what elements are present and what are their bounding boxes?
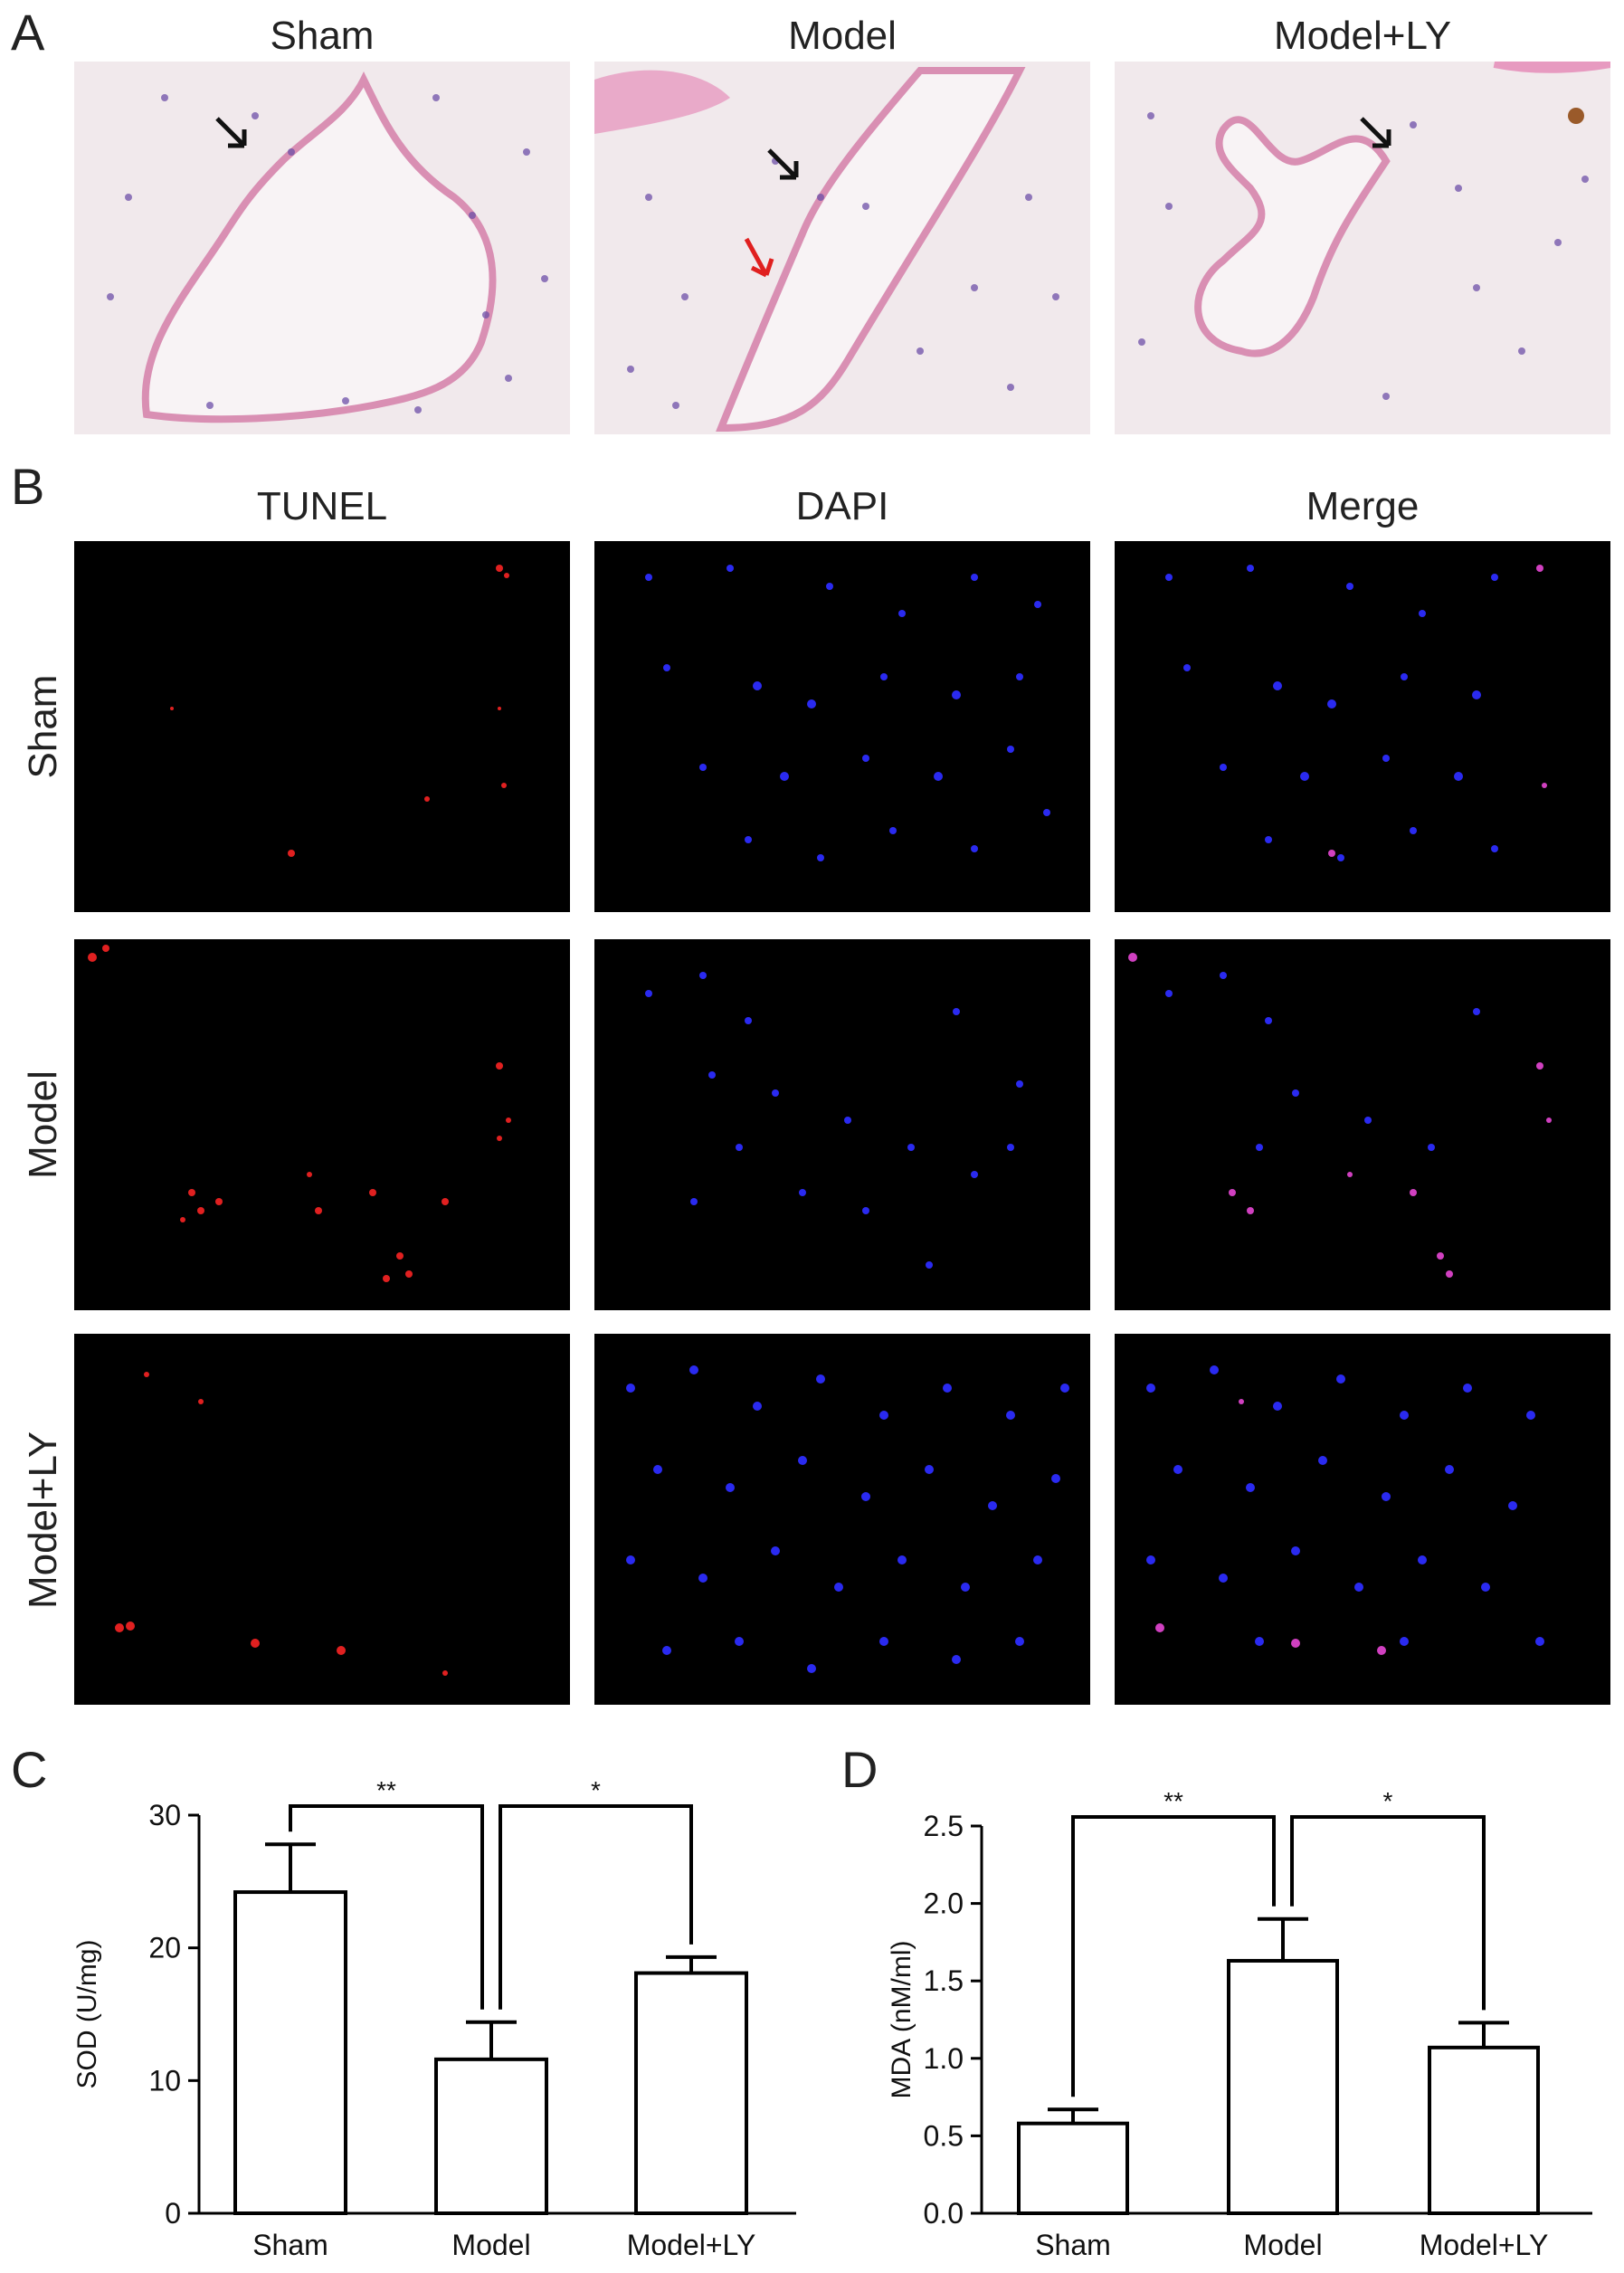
he-column-title-model-ly: Model+LY: [1273, 14, 1452, 58]
y-tick-label: 0.0: [924, 2197, 964, 2230]
significance-label: **: [376, 1776, 396, 1804]
he-column-title-sham: Sham: [270, 14, 375, 58]
significance-bracket: [1290, 1815, 1486, 2011]
x-tick-label: Sham: [252, 2229, 328, 2261]
significance-bracket: [1071, 1815, 1276, 2097]
merge-image-sham: [1115, 541, 1610, 912]
bar: [434, 2057, 548, 2215]
tunel-column-title: TUNEL: [256, 484, 388, 528]
he-column-title-model: Model: [788, 14, 897, 58]
y-tick-label: 2.0: [924, 1888, 964, 1920]
significance-label: *: [1383, 1787, 1393, 1815]
panel-label-a: A: [11, 4, 45, 61]
y-tick-label: 20: [148, 1932, 181, 1964]
x-tick-label: Sham: [1035, 2229, 1111, 2261]
merge-image-model-ly: [1115, 1334, 1610, 1705]
he-image-model: [594, 62, 1090, 434]
tunel-image-sham: [74, 541, 570, 912]
y-tick-label: 0: [165, 2197, 181, 2230]
merge-image-model: [1115, 939, 1610, 1310]
he-image-model-ly: [1115, 62, 1610, 434]
significance-bracket: [499, 1804, 693, 2010]
y-axis-label: MDA (nM/ml): [887, 1941, 916, 2099]
panel-label-c: C: [11, 1741, 48, 1798]
y-tick-label: 0.5: [924, 2119, 964, 2152]
bar: [1017, 2121, 1129, 2216]
he-image-sham: [74, 62, 570, 434]
red-arrow-icon: [744, 237, 774, 278]
row-title-sham: Sham: [21, 674, 65, 779]
dapi-image-model-ly: [594, 1334, 1090, 1705]
black-arrow-icon: [215, 117, 247, 148]
bar: [1227, 1958, 1339, 2215]
bar: [634, 1971, 748, 2216]
y-tick-label: 1.5: [924, 1964, 964, 1997]
dapi-column-title: DAPI: [795, 484, 889, 528]
y-tick-label: 10: [148, 2064, 181, 2097]
panel-label-b: B: [11, 458, 45, 515]
tunel-image-model: [74, 939, 570, 1310]
row-title-model: Model: [21, 1070, 65, 1179]
significance-label: **: [1163, 1787, 1183, 1815]
x-tick-label: Model: [1243, 2229, 1322, 2261]
x-tick-label: Model+LY: [627, 2229, 756, 2261]
dapi-image-model: [594, 939, 1090, 1310]
bar: [1428, 2045, 1540, 2216]
y-tick-label: 30: [148, 1799, 181, 1831]
significance-bracket: [289, 1804, 484, 2010]
bar: [233, 1890, 347, 2215]
panel-label-d: D: [841, 1741, 878, 1798]
y-tick-label: 2.5: [924, 1810, 964, 1842]
y-axis-label: SOD (U/mg): [72, 1940, 102, 2089]
mda-bar-chart: 0.0 0.5 1.0 1.5 2.0 2.5 MDA (nM/ml) Sham Model Mo…: [887, 1787, 1592, 2261]
black-arrow-icon: [1360, 117, 1391, 148]
x-tick-label: Model: [451, 2229, 530, 2261]
black-arrow-icon: [767, 148, 799, 180]
merge-column-title: Merge: [1306, 484, 1420, 528]
row-title-model-ly: Model+LY: [21, 1431, 65, 1610]
x-tick-label: Model+LY: [1420, 2229, 1549, 2261]
significance-label: *: [591, 1776, 601, 1804]
y-tick-label: 1.0: [924, 2042, 964, 2075]
dapi-image-sham: [594, 541, 1090, 912]
tunel-image-model-ly: [74, 1334, 570, 1705]
